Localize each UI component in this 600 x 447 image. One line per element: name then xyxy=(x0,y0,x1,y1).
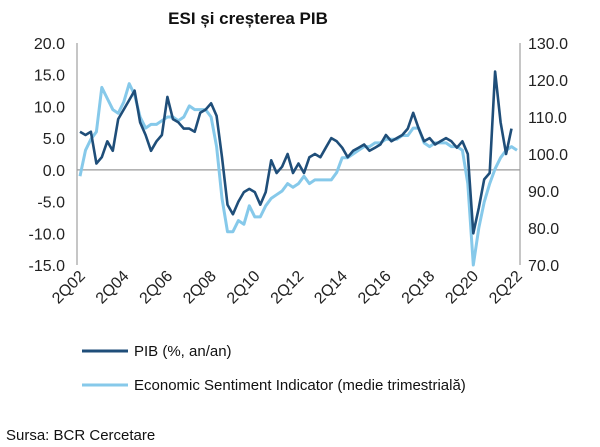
right-tick-label: 100.0 xyxy=(528,147,568,164)
x-tick-label: 2Q04 xyxy=(93,268,133,308)
x-tick-label: 2Q20 xyxy=(442,268,482,308)
left-tick-label: -15.0 xyxy=(29,258,66,275)
x-tick-label: 2Q06 xyxy=(137,268,177,308)
left-tick-label: 20.0 xyxy=(34,36,65,53)
left-tick-label: 0.0 xyxy=(43,163,65,180)
legend-label-pib: PIB (%, an/an) xyxy=(134,343,232,360)
legend-label-esi: Economic Sentiment Indicator (medie trim… xyxy=(134,377,466,394)
series-line-esi xyxy=(78,82,518,267)
right-axis: 70.0 80.0 90.0 100.0 110.0 120.0 130.0 xyxy=(528,36,568,275)
right-tick-label: 110.0 xyxy=(528,110,567,127)
left-tick-label: 5.0 xyxy=(43,131,65,148)
right-tick-label: 80.0 xyxy=(528,221,559,238)
x-tick-label: 2Q14 xyxy=(311,268,351,308)
right-tick-label: 90.0 xyxy=(528,184,559,201)
left-axis: -15.0 -10.0 -5.0 0.0 5.0 10.0 15.0 20.0 xyxy=(29,36,66,275)
x-tick-label: 2Q18 xyxy=(399,268,439,308)
x-axis: 2Q02 2Q04 2Q06 2Q08 2Q10 2Q12 2Q14 2Q16 2Q18 2Q20… xyxy=(49,268,526,308)
x-tick-label: 2Q22 xyxy=(486,268,526,308)
x-tick-label: 2Q08 xyxy=(180,268,220,308)
left-tick-label: 15.0 xyxy=(34,68,65,85)
legend: PIB (%, an/an) Economic Sentiment Indica… xyxy=(82,343,466,394)
right-tick-label: 130.0 xyxy=(528,36,568,53)
left-tick-label: -10.0 xyxy=(29,226,66,243)
x-tick-label: 2Q12 xyxy=(268,268,308,308)
right-tick-label: 120.0 xyxy=(528,73,568,90)
series-line-pib xyxy=(79,70,513,235)
chart-title: ESI și creșterea PIB xyxy=(168,9,328,28)
source-note: Sursa: BCR Cercetare xyxy=(6,427,155,444)
x-tick-label: 2Q10 xyxy=(224,268,264,308)
left-tick-label: -5.0 xyxy=(37,195,65,212)
left-tick-label: 10.0 xyxy=(34,99,65,116)
x-tick-label: 2Q16 xyxy=(355,268,395,308)
right-tick-label: 70.0 xyxy=(528,258,559,275)
